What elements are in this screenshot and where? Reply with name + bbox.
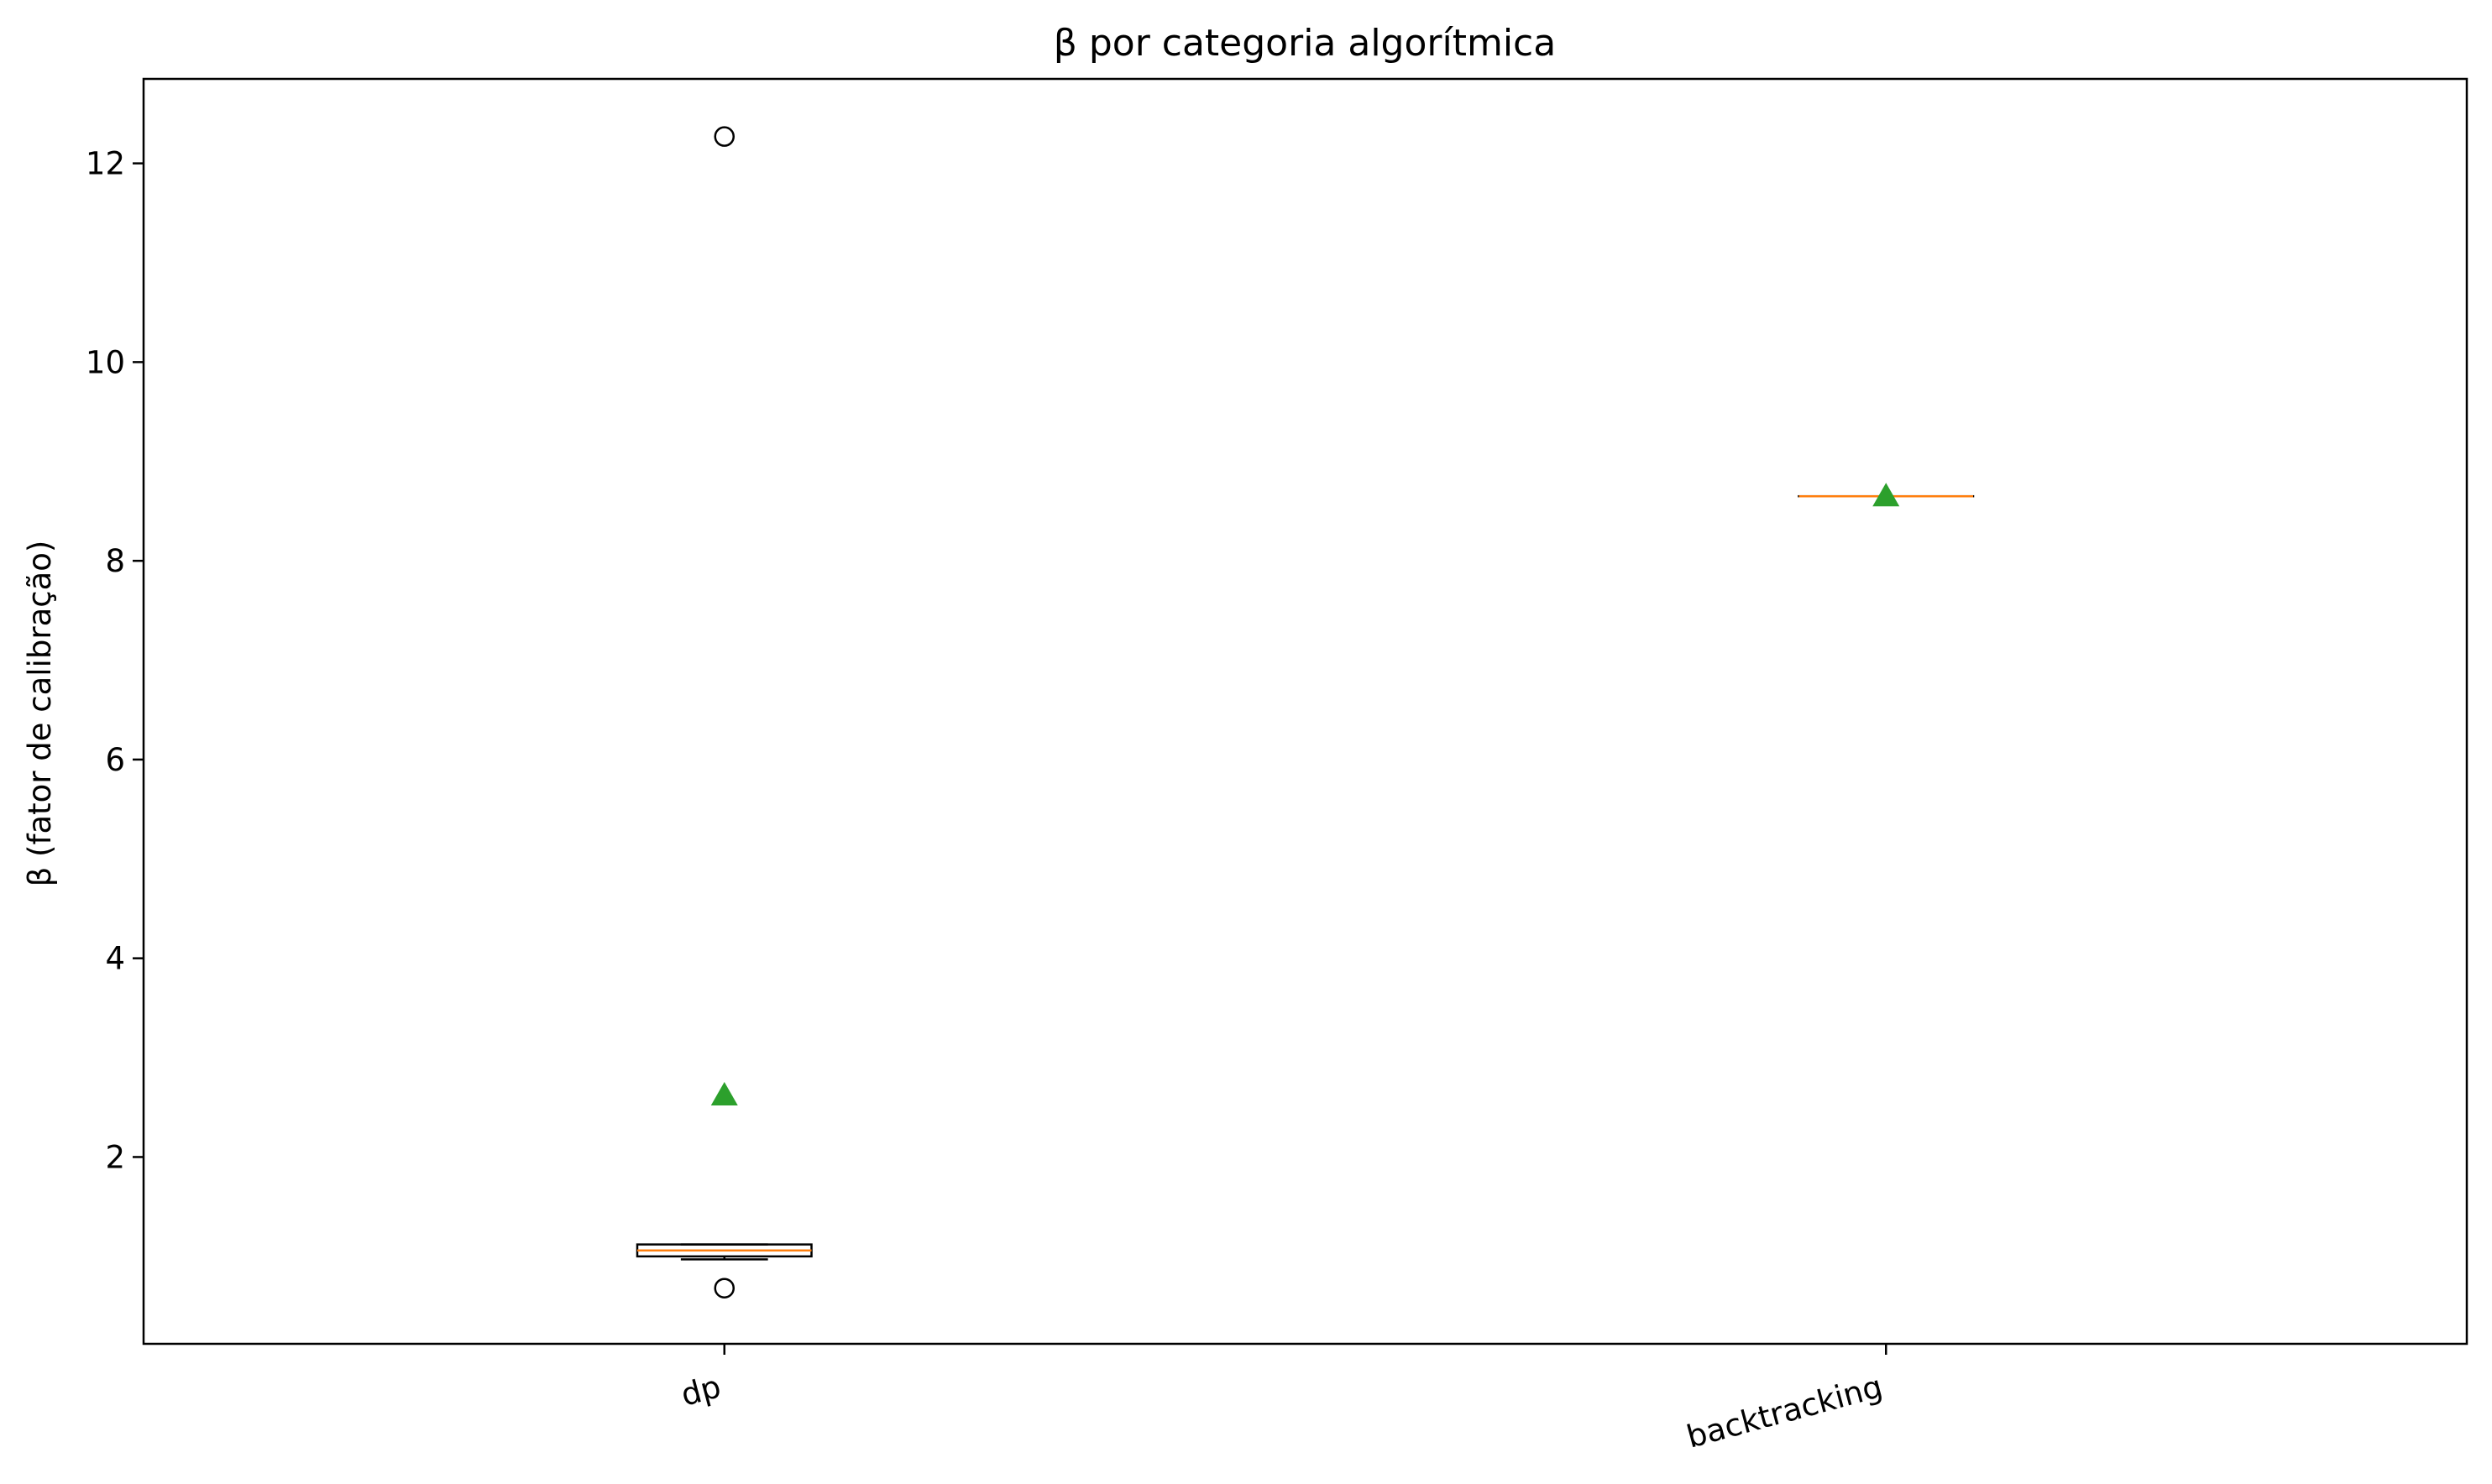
plot-frame: [142, 77, 2468, 1346]
mean-marker: [710, 1082, 738, 1106]
y-tick-label: 4: [105, 941, 125, 977]
y-tick-label: 2: [105, 1139, 125, 1175]
box-backtracking: [1798, 483, 1975, 507]
chart-title: β por categoria algorítmica: [1054, 22, 1556, 65]
y-tick-label: 12: [86, 146, 125, 182]
mean-marker: [1872, 483, 1900, 507]
box-dp: [636, 126, 813, 1298]
y-tick-label: 8: [105, 543, 125, 579]
outlier-point: [714, 126, 735, 147]
outlier-point: [714, 1278, 735, 1298]
y-axis-label: β (fator de calibração): [22, 541, 58, 887]
y-tick-label: 10: [86, 344, 125, 380]
y-tick-label: 6: [105, 742, 125, 778]
